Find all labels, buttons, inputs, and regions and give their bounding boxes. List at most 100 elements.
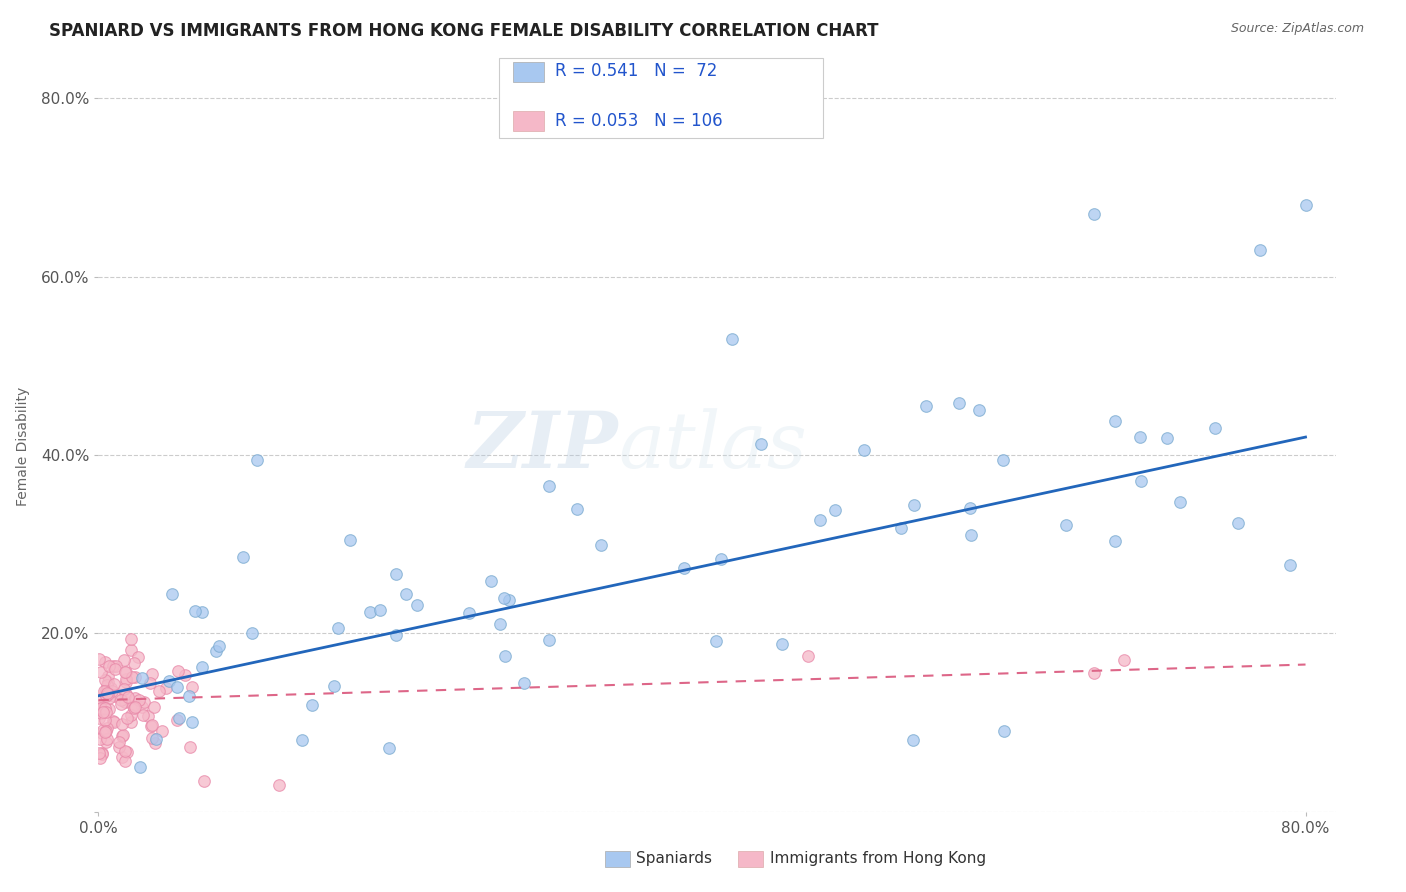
Point [94, 673, 117, 687]
Point [87, 698, 110, 713]
Point [90, 706, 112, 720]
Point [131, 671, 153, 685]
Y-axis label: Female Disability: Female Disability [15, 386, 30, 506]
Point [94, 713, 117, 727]
Point [395, 587, 418, 601]
Point [96, 721, 118, 735]
Point [89, 702, 111, 716]
Point [150, 723, 173, 738]
Point [1128, 430, 1150, 444]
Point [96, 686, 118, 700]
Point [90, 726, 112, 740]
Point [124, 690, 146, 705]
Point [96, 732, 118, 747]
Text: R = 0.053   N = 106: R = 0.053 N = 106 [555, 112, 723, 129]
Point [589, 538, 612, 552]
Point [1295, 198, 1317, 212]
Point [1249, 243, 1271, 257]
Point [143, 699, 166, 714]
Point [291, 733, 314, 747]
Point [103, 715, 125, 730]
Point [128, 760, 150, 774]
Point [96, 682, 118, 697]
Point [141, 719, 163, 733]
Point [770, 637, 793, 651]
Point [993, 724, 1015, 739]
Point [672, 560, 695, 574]
Point [1156, 432, 1178, 446]
Point [479, 574, 502, 588]
Point [967, 403, 990, 417]
Point [96, 678, 118, 692]
Point [127, 650, 149, 665]
Point [1114, 653, 1136, 667]
Text: SPANIARD VS IMMIGRANTS FROM HONG KONG FEMALE DISABILITY CORRELATION CHART: SPANIARD VS IMMIGRANTS FROM HONG KONG FE… [49, 22, 879, 40]
Point [1104, 413, 1126, 427]
Point [166, 713, 188, 727]
Point [122, 657, 145, 671]
Point [1083, 207, 1105, 221]
Point [115, 675, 138, 690]
Point [166, 681, 188, 695]
Point [488, 617, 510, 632]
Point [110, 693, 132, 707]
Point [120, 715, 142, 730]
Point [110, 697, 132, 711]
Point [131, 699, 153, 714]
Point [513, 675, 536, 690]
Point [96, 734, 118, 748]
Point [498, 592, 520, 607]
Point [245, 453, 267, 467]
Point [322, 679, 344, 693]
Point [301, 698, 323, 713]
Point [808, 513, 831, 527]
Point [359, 605, 381, 619]
Point [139, 676, 162, 690]
Point [112, 681, 135, 696]
Point [157, 673, 180, 688]
Point [89, 731, 111, 746]
Point [180, 680, 202, 694]
Point [122, 699, 145, 714]
Point [115, 687, 138, 701]
Point [97, 674, 120, 689]
Point [93, 684, 115, 698]
Point [91, 747, 114, 762]
Point [1279, 558, 1302, 572]
Point [406, 599, 429, 613]
Point [94, 700, 117, 714]
Point [87, 652, 110, 666]
Point [269, 778, 291, 792]
Point [103, 690, 125, 704]
Point [115, 711, 138, 725]
Point [169, 711, 191, 725]
Point [145, 732, 167, 747]
Point [959, 500, 981, 515]
Point [120, 642, 142, 657]
Point [91, 746, 114, 760]
Point [112, 653, 135, 667]
Point [948, 396, 970, 410]
Point [184, 604, 207, 618]
Point [141, 731, 163, 745]
Point [107, 735, 129, 749]
Point [824, 503, 846, 517]
Point [97, 687, 120, 701]
Text: Spaniards: Spaniards [636, 852, 711, 866]
Text: Immigrants from Hong Kong: Immigrants from Hong Kong [770, 852, 987, 866]
Point [93, 705, 115, 719]
Point [103, 677, 125, 691]
Point [97, 691, 120, 706]
Point [132, 707, 155, 722]
Point [94, 724, 117, 739]
Point [108, 740, 131, 755]
Point [96, 685, 118, 699]
Point [94, 655, 117, 669]
Point [1054, 517, 1077, 532]
Point [101, 714, 124, 728]
Point [903, 733, 925, 747]
Point [191, 660, 214, 674]
Point [98, 658, 121, 673]
Point [565, 501, 588, 516]
Point [90, 701, 112, 715]
